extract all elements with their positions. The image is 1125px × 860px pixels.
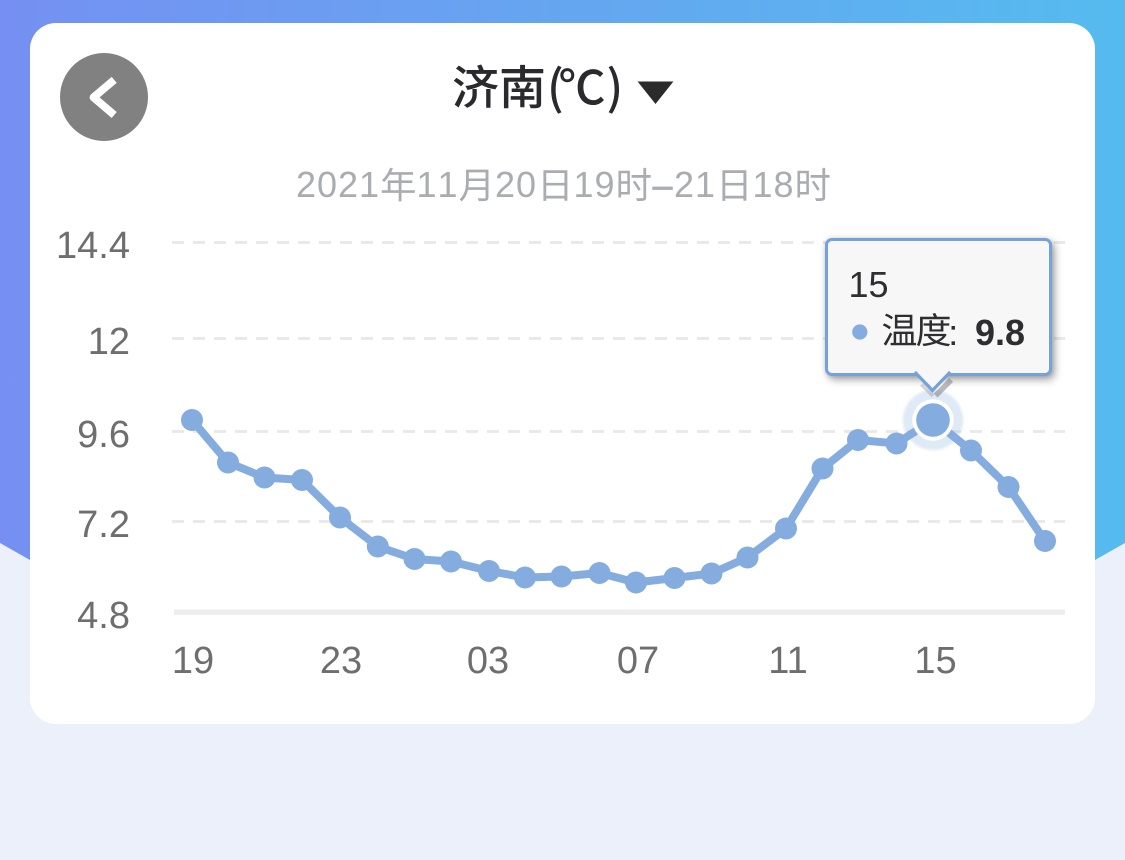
svg-text:20: 20 <box>495 164 536 205</box>
svg-text:21: 21 <box>674 164 715 205</box>
svg-text:11: 11 <box>417 164 458 205</box>
svg-text:9.8: 9.8 <box>975 312 1025 353</box>
svg-text:18: 18 <box>753 164 794 205</box>
svg-text:19: 19 <box>574 164 615 205</box>
svg-text::: : <box>948 312 958 353</box>
svg-text:2021: 2021 <box>296 164 379 205</box>
